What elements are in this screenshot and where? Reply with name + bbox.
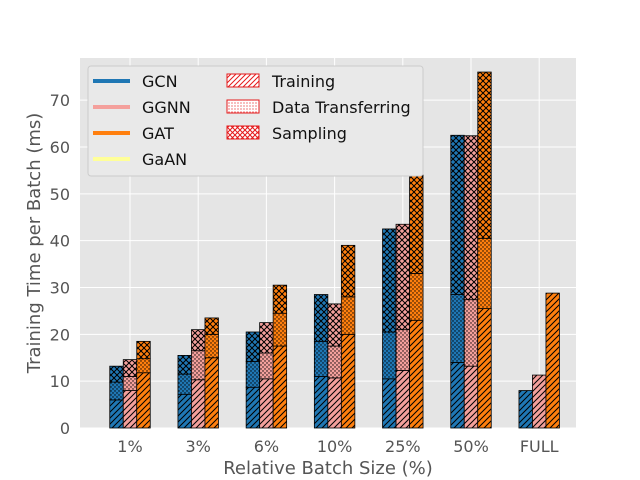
bar-segment-training: [340, 333, 356, 429]
legend-label: Data Transferring: [272, 98, 411, 117]
y-axis-label: Training Time per Batch (ms): [24, 113, 45, 375]
bar-segment-training: [532, 374, 547, 429]
bar-segment-training: [204, 357, 219, 429]
bar-segment-training: [136, 372, 151, 429]
bar-segment-data_transferring: [395, 329, 410, 371]
bar-segment-sampling: [122, 359, 138, 377]
bar-segment-data_transferring: [136, 358, 151, 374]
legend-label: Training: [271, 72, 335, 91]
bar-segment-training: [122, 390, 138, 429]
bar-segment-sampling: [395, 223, 410, 331]
y-tick-label: 60: [50, 138, 70, 157]
bar-segment-data_transferring: [177, 373, 192, 395]
bar-segment-training: [518, 390, 533, 429]
bar-segment-sampling: [477, 71, 492, 239]
bar-segment-sampling: [463, 135, 479, 301]
bar-segment-data_transferring: [191, 350, 206, 381]
bar-segment-training: [382, 378, 397, 429]
y-axis-ticks: 0 10 20 30 40 50 60 70: [50, 91, 70, 438]
bar-segment-data_transferring: [122, 376, 138, 391]
bar-segment-training: [259, 378, 274, 429]
bar-segment-data_transferring: [340, 296, 356, 335]
bar-segment-training: [245, 386, 261, 429]
bar-segment-sampling: [409, 174, 424, 274]
legend: GCN GGNN GAT GaAN Training Data Transferring…: [87, 65, 424, 177]
x-tick-label: 50%: [453, 437, 489, 456]
y-tick-label: 20: [50, 325, 70, 344]
bar-segment-sampling: [450, 134, 465, 295]
bar-segment-training: [191, 379, 206, 429]
bar-segment-data_transferring: [245, 361, 261, 388]
bar-segment-sampling: [191, 329, 206, 352]
legend-label: GAT: [142, 124, 174, 143]
bar-segment-sampling: [259, 322, 274, 354]
bars-group: [109, 71, 560, 429]
bar-segment-data_transferring: [463, 299, 479, 367]
y-tick-label: 0: [60, 419, 70, 438]
bar-segment-training: [272, 345, 288, 429]
bar-segment-data_transferring: [409, 273, 424, 321]
legend-swatch-sampling: [226, 125, 260, 140]
bar-segment-data_transferring: [272, 312, 288, 347]
bar-segment-sampling: [245, 331, 261, 362]
bar-segment-sampling: [313, 294, 329, 342]
x-tick-label: 3%: [186, 437, 211, 456]
bar-segment-sampling: [327, 303, 342, 347]
bar-segment-training: [395, 369, 410, 429]
bar-segment-sampling: [204, 317, 219, 335]
x-tick-label: 25%: [385, 437, 421, 456]
bar-segment-data_transferring: [477, 237, 492, 309]
x-tick-label: 6%: [254, 437, 279, 456]
bar-segment-training: [450, 362, 465, 429]
bar-segment-sampling: [272, 284, 288, 314]
y-tick-label: 30: [50, 278, 70, 297]
bar-segment-training: [545, 292, 560, 429]
legend-box: [87, 65, 424, 177]
bar-segment-training: [177, 393, 192, 429]
legend-swatch-training: [226, 73, 260, 88]
bar-segment-sampling: [109, 365, 124, 383]
y-tick-label: 10: [50, 372, 70, 391]
y-tick-label: 70: [50, 91, 70, 110]
y-tick-label: 40: [50, 232, 70, 251]
legend-label: GCN: [142, 72, 178, 91]
bar-segment-data_transferring: [327, 345, 342, 379]
x-tick-label: 1%: [117, 437, 142, 456]
bar-segment-sampling: [177, 355, 192, 375]
bar-segment-training: [313, 376, 329, 429]
legend-swatch-data_transferring: [226, 99, 260, 114]
x-tick-label: 10%: [317, 437, 353, 456]
legend-label: Sampling: [272, 124, 347, 143]
bar-segment-training: [409, 319, 424, 429]
bar-segment-training: [463, 365, 479, 429]
legend-label: GaAN: [142, 150, 187, 169]
x-axis-ticks: 1% 3% 6% 10% 25% 50% FULL: [117, 437, 558, 456]
x-tick-label: FULL: [520, 437, 559, 456]
legend-label: GGNN: [142, 98, 191, 117]
bar-segment-training: [109, 399, 124, 429]
bar-segment-data_transferring: [259, 352, 274, 380]
bar-segment-data_transferring: [450, 294, 465, 363]
bar-segment-sampling: [136, 340, 151, 360]
y-tick-label: 50: [50, 185, 70, 204]
bar-segment-data_transferring: [204, 333, 219, 359]
bar-segment-data_transferring: [313, 340, 329, 377]
legend-series-group: GCN GGNN GAT GaAN: [93, 72, 191, 169]
bar-segment-sampling: [382, 228, 397, 333]
bar-segment-training: [327, 377, 342, 429]
bar-segment-sampling: [340, 244, 356, 298]
bar-segment-data_transferring: [382, 331, 397, 380]
legend-phases-group: Training Data Transferring Sampling: [226, 72, 411, 143]
bar-segment-training: [477, 308, 492, 429]
x-axis-label: Relative Batch Size (%): [223, 458, 433, 479]
bar-segment-data_transferring: [109, 381, 124, 401]
